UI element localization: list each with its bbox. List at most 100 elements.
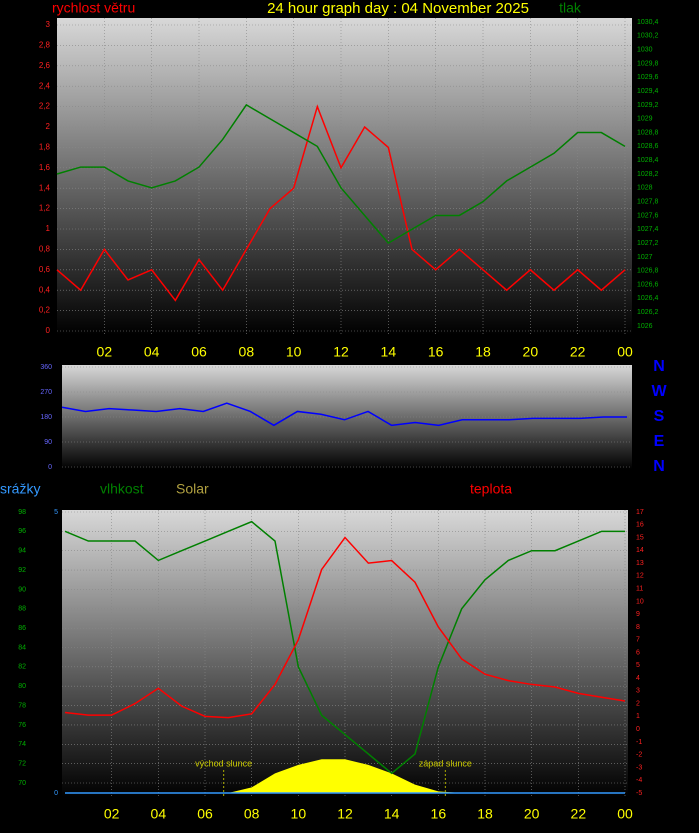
x-tick-label: 00 [617, 806, 633, 822]
y-tick-label: 0,4 [39, 285, 51, 294]
legend-label: vlhkost [100, 481, 144, 497]
x-tick-label: 06 [191, 344, 207, 360]
x-tick-label: 08 [244, 806, 260, 822]
x-tick-label: 18 [477, 806, 493, 822]
y-tick-label: 13 [636, 560, 644, 567]
y-tick-label: 1028,2 [637, 171, 659, 178]
y-tick-label: -3 [636, 764, 642, 771]
x-tick-label: 22 [570, 344, 586, 360]
y-tick-label: 98 [18, 509, 26, 516]
x-tick-label: 22 [571, 806, 587, 822]
y-tick-label: 1030,4 [637, 19, 659, 26]
y-tick-label: 4 [636, 675, 640, 682]
y-tick-label: 0 [636, 726, 640, 733]
y-tick-label: 12 [636, 573, 644, 580]
y-tick-label: 1028,8 [637, 129, 659, 136]
y-tick-label: 5 [636, 662, 640, 669]
y-tick-label: 17 [636, 509, 644, 516]
y-tick-label: 1 [46, 224, 51, 233]
x-tick-label: 16 [431, 806, 447, 822]
legend-label: Solar [176, 481, 209, 497]
y-tick-label: 1,6 [39, 163, 51, 172]
y-tick-label: 1027,4 [637, 226, 659, 233]
y-tick-label: 1 [636, 713, 640, 720]
y-tick-label: 2,8 [39, 41, 51, 50]
y-tick-label: 1027,2 [637, 240, 659, 247]
y-tick-label: 1027 [637, 254, 653, 261]
y-tick-label: 94 [18, 548, 26, 555]
y-tick-label: 6 [636, 649, 640, 656]
y-tick-label: 1028 [637, 185, 653, 192]
x-tick-label: 02 [104, 806, 120, 822]
y-tick-label: 72 [18, 760, 26, 767]
x-tick-label: 06 [197, 806, 213, 822]
y-tick-label: 1026 [637, 323, 653, 330]
x-tick-label: 12 [333, 344, 349, 360]
y-tick-label: 14 [636, 547, 644, 554]
y-tick-label: 1029,6 [637, 74, 659, 81]
y-tick-label: 8 [636, 624, 640, 631]
x-tick-label: 10 [286, 344, 302, 360]
y-tick-label: 1029,2 [637, 102, 659, 109]
y-tick-label: 5 [54, 509, 58, 516]
y-tick-label: 10 [636, 598, 644, 605]
y-tick-label: 0,6 [39, 265, 51, 274]
y-tick-label: 1026,6 [637, 281, 659, 288]
y-tick-label: -5 [636, 790, 642, 797]
y-tick-label: E [654, 433, 665, 450]
y-tick-label: 1029,8 [637, 60, 659, 67]
y-tick-label: 1028,6 [637, 143, 659, 150]
x-tick-label: 02 [97, 344, 113, 360]
legend-label: tlak [559, 0, 582, 16]
y-tick-label: 84 [18, 644, 26, 651]
y-tick-label: 80 [18, 683, 26, 690]
y-tick-label: 1026,4 [637, 295, 659, 302]
y-tick-label: 92 [18, 567, 26, 574]
y-tick-label: 1030,2 [637, 33, 659, 40]
y-tick-label: 70 [18, 780, 26, 787]
y-tick-label: 180 [40, 414, 52, 421]
y-tick-label: 1027,6 [637, 212, 659, 219]
y-tick-label: 1029 [637, 116, 653, 123]
y-tick-label: 0,2 [39, 306, 51, 315]
x-tick-label: 18 [475, 344, 491, 360]
y-tick-label: 270 [40, 389, 52, 396]
y-tick-label: 0 [48, 464, 52, 471]
y-tick-label: 1026,8 [637, 268, 659, 275]
y-tick-label: 1026,2 [637, 309, 659, 316]
y-tick-label: N [653, 358, 665, 375]
y-tick-label: 1,8 [39, 143, 51, 152]
series-line [64, 536, 626, 719]
series-line [61, 402, 627, 427]
y-tick-label: 3 [636, 688, 640, 695]
y-tick-label: 2 [46, 122, 51, 131]
x-tick-label: 14 [384, 806, 400, 822]
y-tick-label: 2 [636, 700, 640, 707]
y-tick-label: 11 [636, 585, 643, 592]
y-tick-label: S [654, 408, 665, 425]
y-tick-label: W [651, 383, 667, 400]
y-tick-label: 90 [44, 439, 52, 446]
x-tick-label: 16 [428, 344, 444, 360]
y-tick-label: 0 [54, 790, 58, 797]
y-tick-label: 3 [46, 20, 51, 29]
y-tick-label: 88 [18, 606, 26, 613]
y-tick-label: 15 [636, 534, 644, 541]
y-tick-label: -1 [636, 739, 642, 746]
y-tick-label: 0,8 [39, 245, 51, 254]
y-tick-label: 1029,4 [637, 88, 659, 95]
x-tick-label: 20 [523, 344, 539, 360]
y-tick-label: 96 [18, 528, 26, 535]
y-tick-label: 1030 [637, 46, 653, 53]
y-tick-label: 360 [40, 364, 52, 371]
series-line [56, 103, 626, 245]
x-tick-label: 20 [524, 806, 540, 822]
y-tick-label: 90 [18, 586, 26, 593]
y-tick-label: 1,2 [39, 204, 51, 213]
y-tick-label: -4 [636, 777, 642, 784]
y-tick-label: 1028,4 [637, 157, 659, 164]
solar-area [65, 759, 625, 793]
y-tick-label: 9 [636, 611, 640, 618]
